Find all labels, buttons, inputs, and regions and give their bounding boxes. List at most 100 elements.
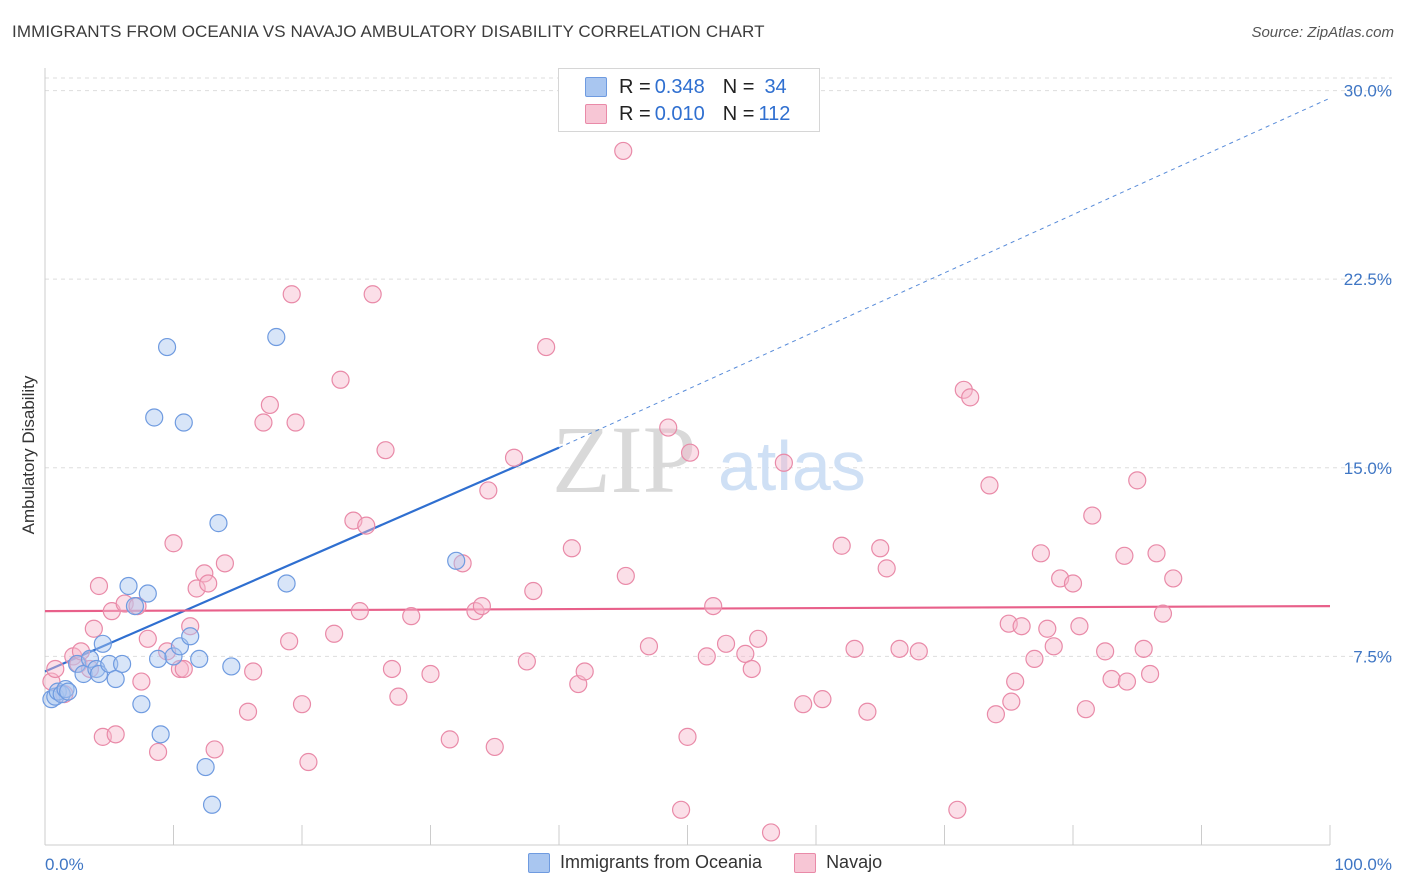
navajo-point (616, 566, 635, 586)
navajo-trend-line (44, 604, 1331, 613)
navajo-point (1038, 619, 1057, 638)
navajo-point (742, 659, 761, 679)
navajo-point (46, 659, 65, 679)
navajo-point (199, 574, 218, 593)
navajo-point (331, 370, 350, 389)
navajo-point (238, 702, 258, 721)
navajo-point (986, 705, 1006, 724)
navajo-point (614, 141, 633, 161)
legend-r-label: R = (619, 75, 651, 98)
navajo-point (260, 395, 279, 415)
legend-r-value: 0.348 (654, 75, 705, 98)
navajo-point (961, 388, 980, 407)
oceania-point (202, 795, 222, 814)
oceania-point (106, 669, 125, 689)
navajo-point (845, 639, 864, 658)
data-points (42, 141, 1183, 842)
navajo-point (948, 800, 967, 819)
y-tick-label: 30.0% (1344, 82, 1392, 101)
navajo-point (1070, 617, 1089, 636)
oceania-trend-extension (558, 97, 1331, 449)
oceania-point (209, 514, 228, 533)
navajo-point (148, 742, 168, 762)
navajo-point (286, 413, 305, 432)
navajo-point (1083, 506, 1102, 525)
oceania-point (100, 654, 119, 674)
navajo-point (980, 476, 999, 495)
x-tick-label-max: 100.0% (1334, 855, 1392, 874)
navajo-point (736, 644, 755, 663)
navajo-point (485, 737, 504, 757)
navajo-point (138, 629, 157, 648)
navajo-point (813, 690, 832, 709)
navajo-point (106, 725, 125, 744)
series-legend: Immigrants from Oceania Navajo (528, 852, 914, 873)
navajo-point (282, 285, 301, 304)
navajo-point (244, 662, 263, 681)
oceania-point (132, 695, 151, 714)
navajo-point (1031, 544, 1050, 563)
grid-lines (45, 77, 1392, 657)
navajo-point (639, 637, 659, 656)
navajo-point (659, 418, 678, 437)
navajo-point (1140, 664, 1160, 684)
y-tick-label: 15.0% (1344, 459, 1392, 478)
series-legend-oceania: Immigrants from Oceania (528, 852, 762, 873)
y-tick-label: 7.5% (1353, 647, 1392, 666)
legend-n-value: 112 (758, 102, 791, 125)
oceania-point (112, 654, 132, 674)
navajo-point (909, 642, 928, 661)
navajo-point (716, 634, 736, 653)
legend-swatch-blue (585, 77, 607, 97)
navajo-point (363, 285, 382, 304)
navajo-point (517, 652, 536, 671)
navajo-point (195, 564, 214, 583)
navajo-point (1006, 672, 1025, 691)
oceania-point (93, 634, 112, 653)
navajo-point (1096, 642, 1115, 661)
navajo-point (382, 659, 402, 679)
zipatlas-watermark: ZIP atlas (552, 406, 866, 513)
navajo-point (504, 448, 524, 467)
y-tick-label: 22.5% (1344, 270, 1392, 289)
series-label-oceania: Immigrants from Oceania (560, 852, 763, 872)
navajo-point (1076, 700, 1095, 719)
navajo-point (479, 481, 498, 500)
navajo-point (472, 596, 491, 616)
oceania-point (151, 725, 170, 744)
legend-row-oceania: R = 0.348 N = 34 (585, 74, 787, 100)
navajo-point (749, 629, 768, 648)
navajo-point (292, 695, 312, 714)
navajo-point (187, 579, 206, 598)
navajo-point (440, 730, 459, 749)
navajo-point (132, 672, 151, 691)
x-tick-label-min: 0.0% (45, 855, 84, 874)
navajo-point (1102, 669, 1121, 689)
series-swatch-pink (794, 852, 817, 873)
oceania-point (80, 649, 100, 669)
oceania-point (277, 574, 296, 593)
navajo-point (871, 539, 890, 558)
watermark-zip: ZIP (552, 406, 696, 513)
legend-n-label: N = (722, 102, 755, 125)
navajo-point (421, 664, 440, 684)
trend-lines (44, 97, 1331, 673)
legend-row-navajo: R = 0.010 N = 112 (585, 101, 790, 127)
navajo-point (1002, 692, 1021, 711)
y-axis-label: Ambulatory Disability (19, 375, 38, 534)
navajo-point (1128, 471, 1147, 490)
navajo-point (858, 702, 877, 721)
oceania-trend-line (44, 446, 560, 673)
navajo-point (1147, 544, 1166, 563)
navajo-point (389, 687, 408, 706)
oceania-point (59, 682, 78, 701)
navajo-point (524, 581, 543, 601)
navajo-point (84, 619, 103, 638)
navajo-point (1025, 649, 1044, 669)
navajo-point (761, 823, 781, 842)
legend-n-value: 34 (764, 75, 787, 98)
navajo-point (164, 534, 183, 553)
navajo-point (1117, 672, 1137, 691)
oceania-point (447, 551, 466, 570)
